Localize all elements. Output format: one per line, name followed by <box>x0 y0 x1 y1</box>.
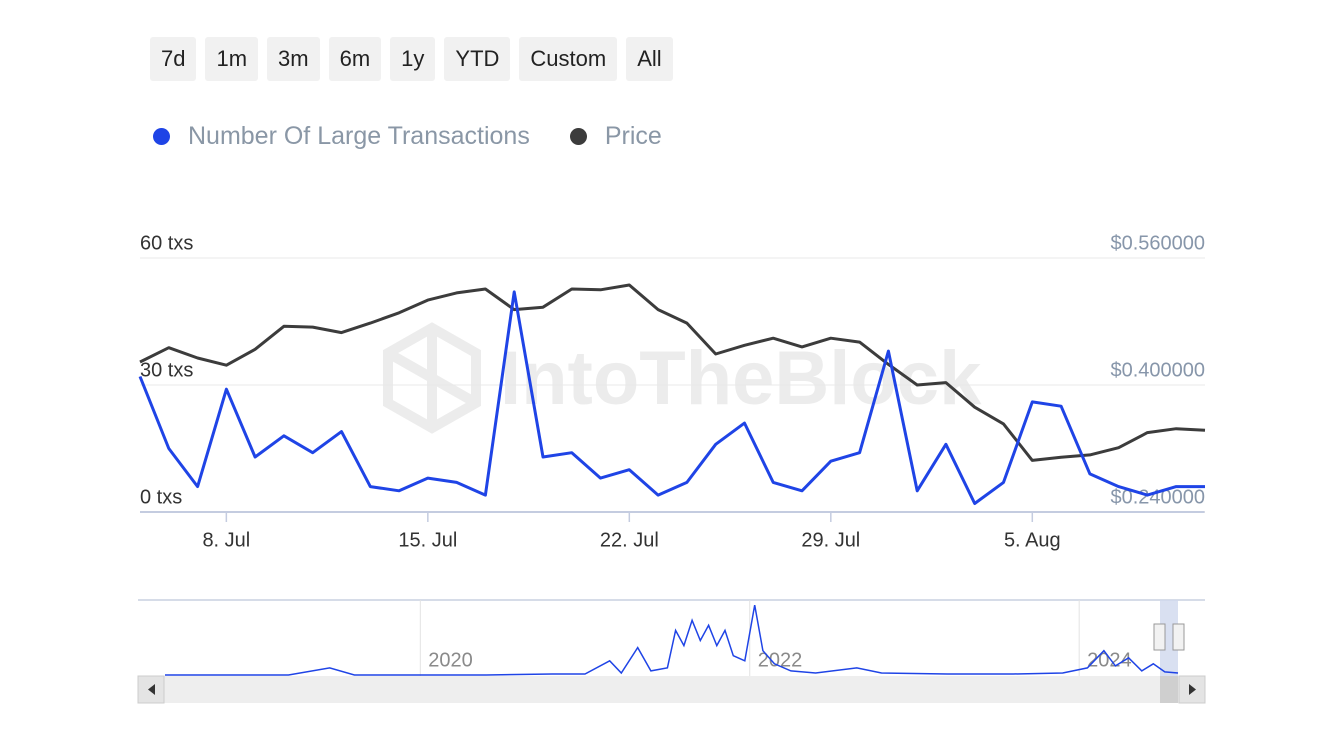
x-tick-label: 22. Jul <box>600 529 659 551</box>
scroll-left-arrow <box>148 684 155 695</box>
series-line <box>139 283 1206 462</box>
legend-item[interactable]: Number Of Large Transactions <box>153 122 530 151</box>
scrollbar-thumb[interactable] <box>1160 676 1178 703</box>
legend-marker <box>153 128 170 145</box>
y-tick-label: 30 txs <box>140 359 193 381</box>
x-tick-label: 15. Jul <box>398 529 457 551</box>
navigator-tick-label: 2020 <box>428 649 473 671</box>
navigator-tick-label: 2024 <box>1087 649 1132 671</box>
range-button[interactable]: 1m <box>205 37 259 81</box>
legend-label: Price <box>604 122 662 150</box>
series-line <box>138 290 1205 505</box>
range-button[interactable]: 1y <box>390 37 436 81</box>
legend-marker <box>569 128 587 145</box>
navigator-frame <box>138 600 1205 676</box>
scroll-right-arrow <box>1189 684 1196 695</box>
navigator-selection <box>1160 600 1178 676</box>
watermark-logo <box>383 322 481 434</box>
range-button[interactable]: YTD <box>444 37 511 81</box>
navigator-handle[interactable] <box>1172 623 1185 651</box>
legend: Number Of Large Transactions Price <box>153 122 662 151</box>
y2-tick-label: $0.400000 <box>1110 359 1205 381</box>
range-button[interactable]: Custom <box>519 37 618 81</box>
x-tick-label: 5. Aug <box>1004 529 1061 551</box>
y-tick-label: 0 txs <box>140 486 182 508</box>
navigator-handle[interactable] <box>1153 623 1166 651</box>
range-button[interactable]: 3m <box>267 37 320 81</box>
scrollbar-track <box>138 676 1205 703</box>
navigator-tick-label: 2022 <box>758 649 803 671</box>
range-button[interactable]: 6m <box>328 37 382 81</box>
legend-item[interactable]: Price <box>569 122 662 151</box>
range-button[interactable]: All <box>626 37 673 81</box>
legend-label: Number Of Large Transactions <box>188 122 530 150</box>
range-selector: 7d 1m 3m 6m 1y YTD Custom All <box>150 37 673 81</box>
navigator-line <box>165 604 1179 676</box>
x-tick-label: 8. Jul <box>202 529 250 551</box>
watermark: IntoTheBlock <box>500 336 982 421</box>
y2-tick-label: $0.560000 <box>1110 232 1205 254</box>
y-tick-label: 60 txs <box>140 232 193 254</box>
x-tick-label: 29. Jul <box>801 529 860 551</box>
range-button[interactable]: 7d <box>150 37 197 81</box>
